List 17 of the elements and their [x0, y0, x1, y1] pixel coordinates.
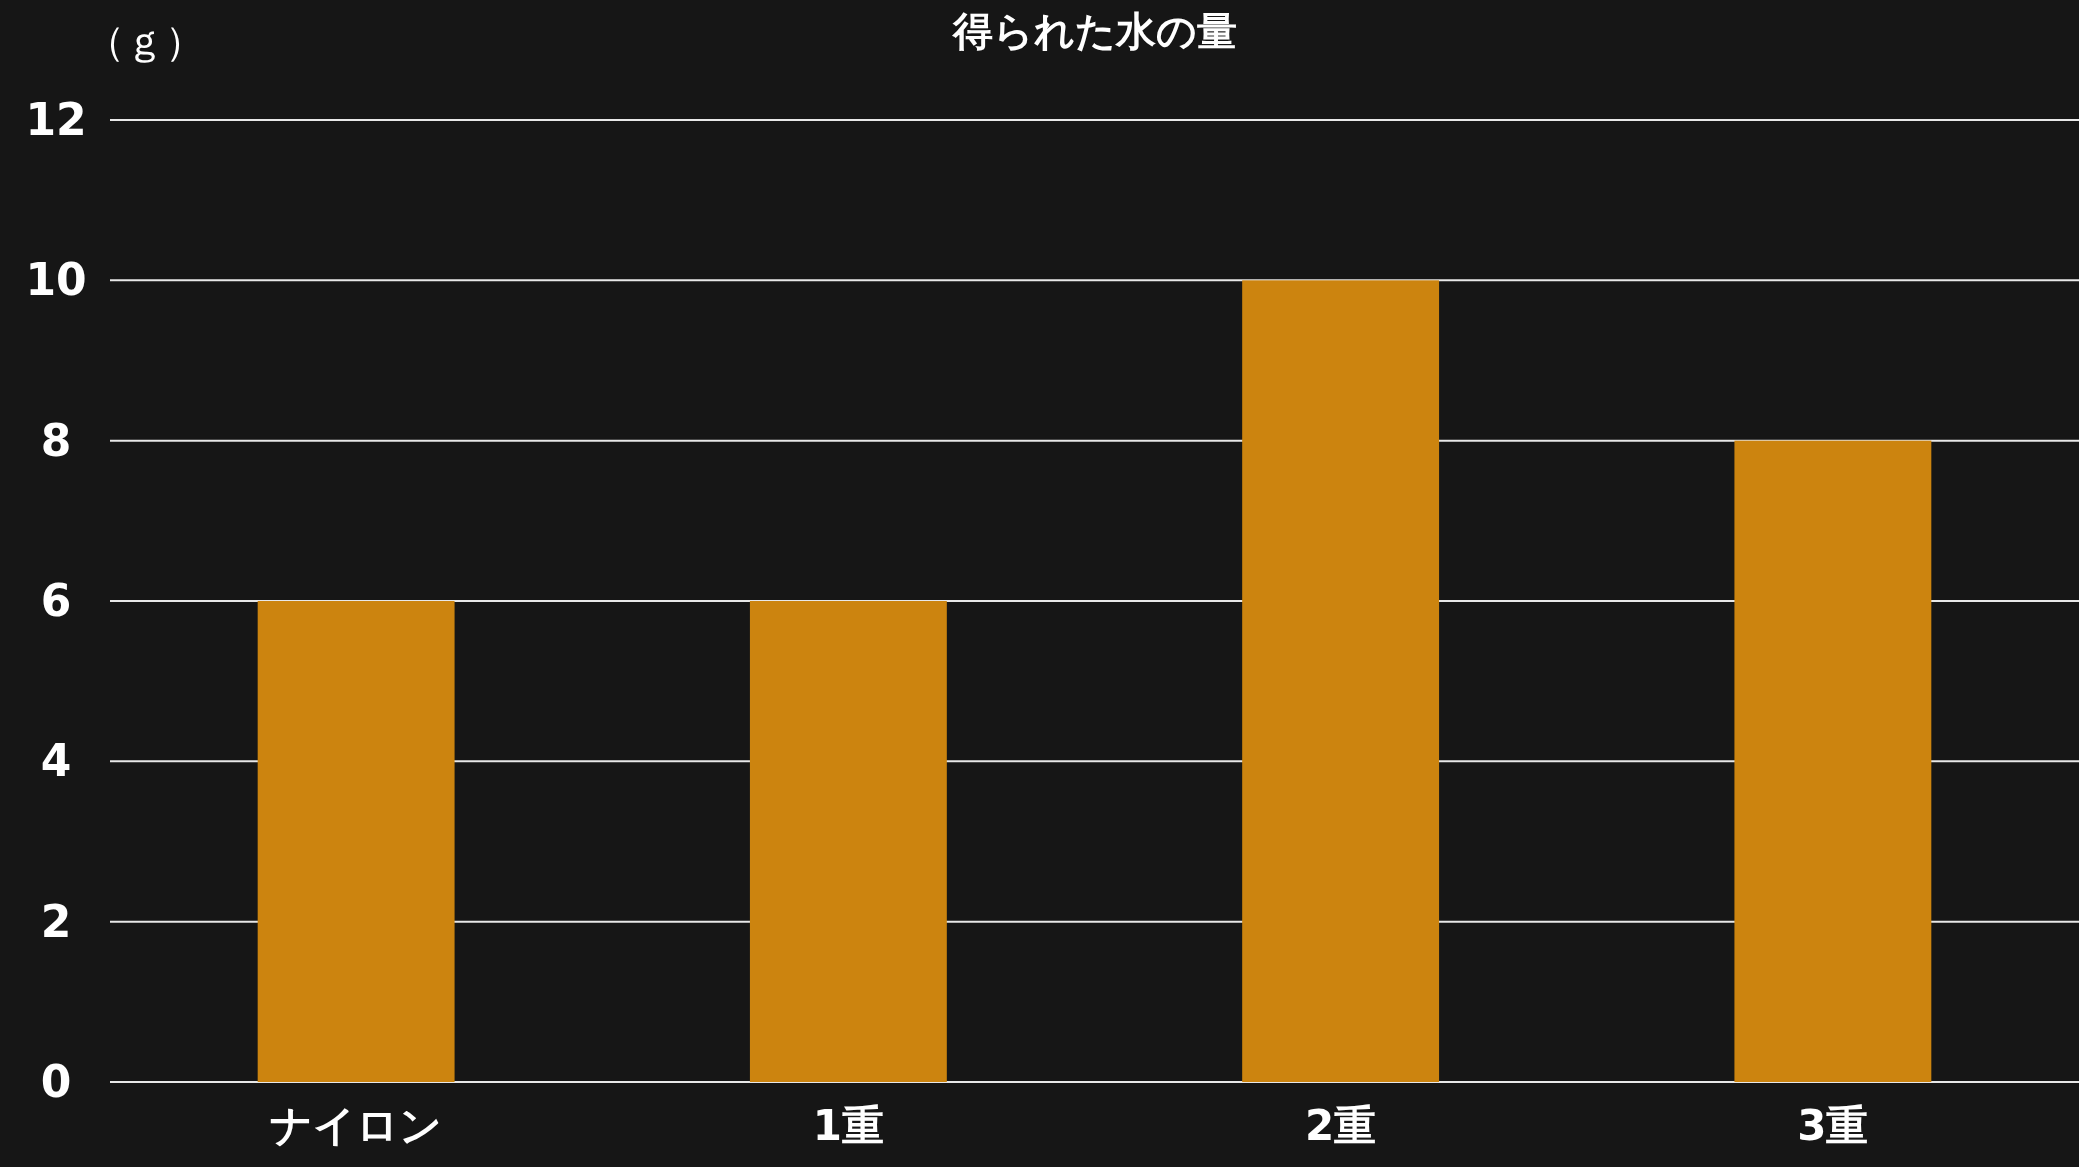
y-tick-label: 12 [25, 94, 87, 145]
y-tick-label: 4 [40, 735, 72, 787]
x-tick-label: 3重 [1797, 1101, 1869, 1150]
y-tick-label: 2 [40, 895, 72, 947]
y-tick-label: 6 [40, 575, 72, 626]
x-tick-label: 2重 [1305, 1101, 1377, 1150]
bar [257, 601, 455, 1082]
bar [749, 601, 947, 1082]
y-tick-label: 8 [40, 414, 72, 466]
bar [1242, 280, 1440, 1082]
y-tick-label: 0 [40, 1056, 72, 1107]
y-axis-title: （ｇ） [85, 18, 205, 64]
x-tick-label: ナイロン [270, 1101, 443, 1150]
chart-title: 得られた水の量 [950, 8, 1237, 54]
y-tick-label: 10 [25, 254, 87, 306]
bar [1734, 440, 1932, 1082]
x-tick-label: 1重 [812, 1101, 884, 1150]
